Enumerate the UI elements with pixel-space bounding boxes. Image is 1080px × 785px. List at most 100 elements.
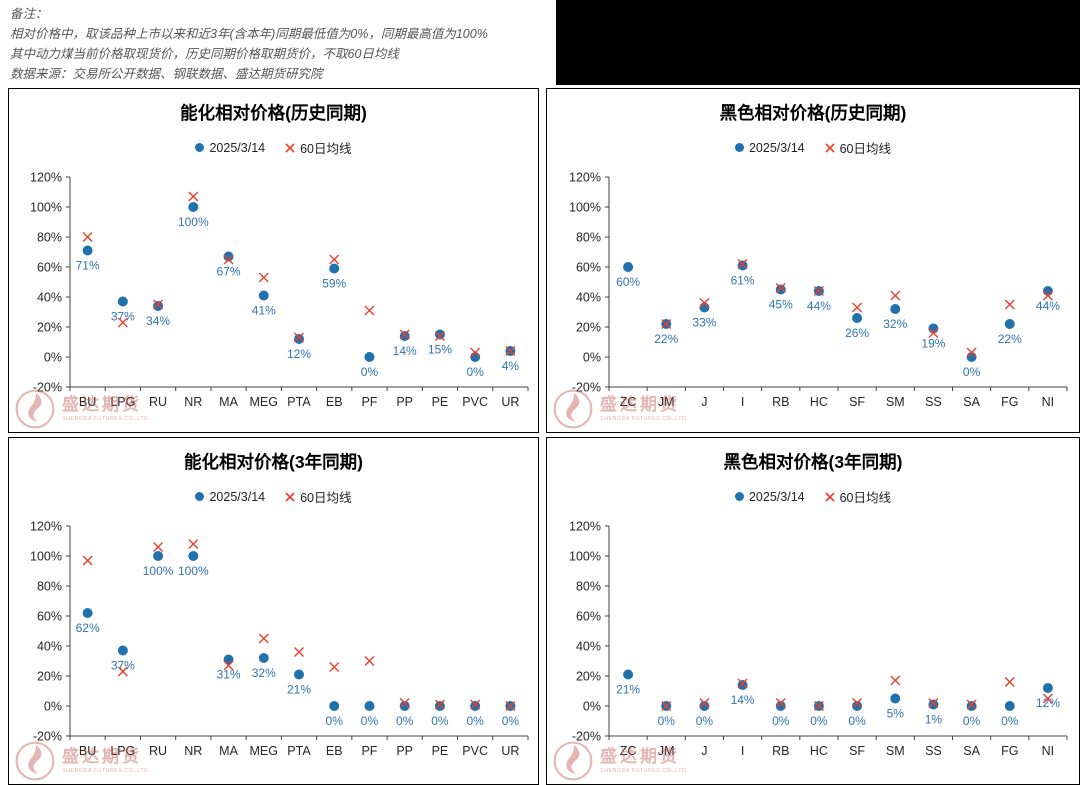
data-point-label: 0% — [466, 365, 484, 379]
data-point-x — [775, 283, 786, 293]
data-point-x — [258, 633, 269, 644]
redacted-black-box — [556, 0, 1080, 85]
x-category-label: PTA — [287, 395, 311, 409]
x-category-label: NR — [184, 395, 202, 409]
data-point-x — [258, 272, 269, 283]
data-point-label: 37% — [110, 659, 134, 673]
data-point-dot — [258, 653, 269, 663]
data-point-label: 0% — [963, 365, 981, 379]
chart-legend: 2025/3/14 60日均线 — [547, 138, 1079, 157]
data-point-label: 32% — [251, 666, 275, 680]
dot-marker-icon — [195, 143, 205, 152]
data-point-label: 14% — [731, 693, 755, 707]
data-point-x — [363, 656, 374, 666]
data-point-x — [328, 662, 339, 672]
x-category-label: FG — [1001, 395, 1018, 409]
y-tick-label: 0% — [583, 351, 601, 365]
data-point-x — [852, 698, 863, 708]
data-point-dot — [1042, 286, 1053, 296]
data-point-x — [661, 701, 672, 711]
legend-label: 2025/3/14 — [209, 140, 266, 155]
data-point-label: 37% — [110, 310, 134, 324]
data-point-label: 34% — [146, 314, 170, 328]
data-point-x — [966, 699, 977, 710]
data-point-dot — [623, 669, 634, 680]
data-point-dot — [117, 296, 128, 307]
data-point-dot — [434, 701, 445, 711]
data-point-label: 0% — [501, 714, 519, 728]
x-category-label: RB — [772, 395, 789, 409]
x-category-label: I — [741, 744, 744, 758]
data-point-label: 61% — [731, 274, 755, 288]
notes-line: 数据来源：交易所公开数据、钢联数据、盛达期货研究院 — [10, 67, 323, 81]
data-point-dot — [187, 202, 198, 212]
data-point-dot — [328, 263, 339, 274]
data-point-dot — [890, 693, 901, 704]
data-point-label: 15% — [427, 343, 451, 357]
notes-line: 备注： — [10, 7, 48, 21]
data-point-label: 0% — [360, 714, 378, 728]
notes-line: 其中动力煤当前价格取现货价，历史同期价格取期货价，不取60日均线 — [10, 47, 399, 61]
y-tick-label: 80% — [576, 231, 601, 245]
x-category-label: HC — [810, 744, 828, 758]
data-point-label: 59% — [322, 277, 346, 291]
data-point-x — [328, 254, 339, 265]
x-category-label: SF — [849, 744, 865, 758]
y-tick-label: -20% — [32, 730, 61, 744]
chart-legend: 2025/3/14 60日均线 — [9, 138, 538, 157]
x-marker-icon — [285, 142, 295, 153]
data-point-label: 0% — [1001, 714, 1019, 728]
y-tick-label: 120% — [30, 520, 62, 534]
data-point-dot — [152, 301, 163, 311]
data-point-label: 100% — [142, 564, 173, 578]
x-category-label: UR — [501, 395, 519, 409]
legend-label: 2025/3/14 — [748, 140, 805, 155]
data-point-x — [890, 675, 901, 686]
data-point-x — [504, 701, 515, 711]
data-point-label: 0% — [696, 714, 714, 728]
y-tick-label: 80% — [36, 231, 61, 245]
data-point-label: 33% — [692, 316, 716, 330]
data-point-x — [469, 699, 480, 710]
data-point-x — [293, 647, 304, 657]
x-category-label: RU — [149, 744, 167, 758]
data-point-label: 100% — [177, 215, 208, 229]
data-point-label: 21% — [286, 683, 310, 697]
chart-title: 黑色相对价格(历史同期) — [719, 103, 907, 123]
data-point-label: 41% — [251, 304, 275, 318]
data-point-label: 0% — [360, 365, 378, 379]
x-category-label: PP — [396, 744, 413, 758]
legend-item-ma60: 60日均线 — [825, 487, 891, 506]
legend-item-ma60: 60日均线 — [825, 138, 891, 157]
data-point-x — [813, 701, 824, 711]
data-point-x — [399, 329, 410, 340]
data-point-label: 19% — [921, 337, 945, 351]
data-point-x — [152, 542, 163, 552]
data-point-label: 21% — [616, 683, 640, 697]
data-point-label: 26% — [845, 326, 869, 340]
y-tick-label: 120% — [569, 171, 601, 185]
legend-label: 2025/3/14 — [748, 489, 805, 504]
data-point-x — [223, 660, 234, 671]
x-category-label: FG — [1001, 744, 1018, 758]
data-point-x — [966, 347, 977, 358]
data-point-dot — [737, 680, 748, 690]
data-point-x — [775, 698, 786, 708]
x-category-label: PF — [361, 744, 377, 758]
chart-panel-energy-historical: 能化相对价格(历史同期) 2025/3/14 60日均线 -20% 0% 20% 40… — [8, 88, 539, 433]
data-point-dot — [966, 701, 977, 711]
y-tick-label: 40% — [36, 291, 61, 305]
legend-label: 60日均线 — [300, 142, 352, 156]
data-point-label: 0% — [431, 714, 449, 728]
data-point-label: 1% — [925, 713, 943, 727]
y-tick-label: -20% — [572, 381, 601, 395]
x-category-label: PP — [396, 395, 413, 409]
data-point-x — [661, 319, 672, 329]
data-point-dot — [775, 701, 786, 711]
data-point-x — [399, 698, 410, 708]
notes-line: 相对价格中，取该品种上市以来和近3年(含本年)同期最低值为0%，同期最高值为10… — [10, 27, 488, 41]
data-point-dot — [469, 701, 480, 711]
x-category-label: J — [701, 395, 707, 409]
data-point-x — [928, 328, 939, 338]
data-point-x — [699, 698, 710, 708]
